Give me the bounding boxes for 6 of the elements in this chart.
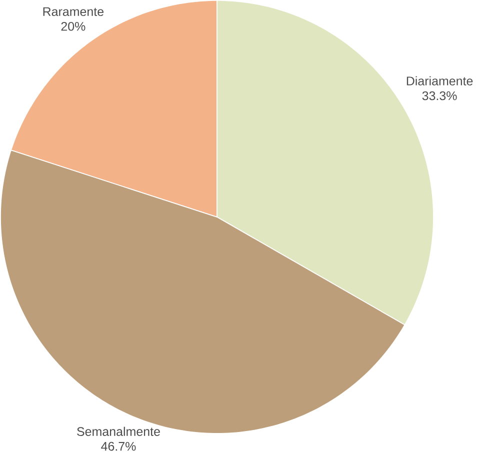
data-label: 46.7% [101, 442, 136, 451]
data-label: 20% [61, 22, 86, 32]
data-label: 33.3% [422, 92, 457, 100]
slice-label: Semanalmente [77, 427, 160, 436]
slice-label: Diariamente [406, 76, 473, 86]
slice-label: Raramente [43, 8, 104, 16]
